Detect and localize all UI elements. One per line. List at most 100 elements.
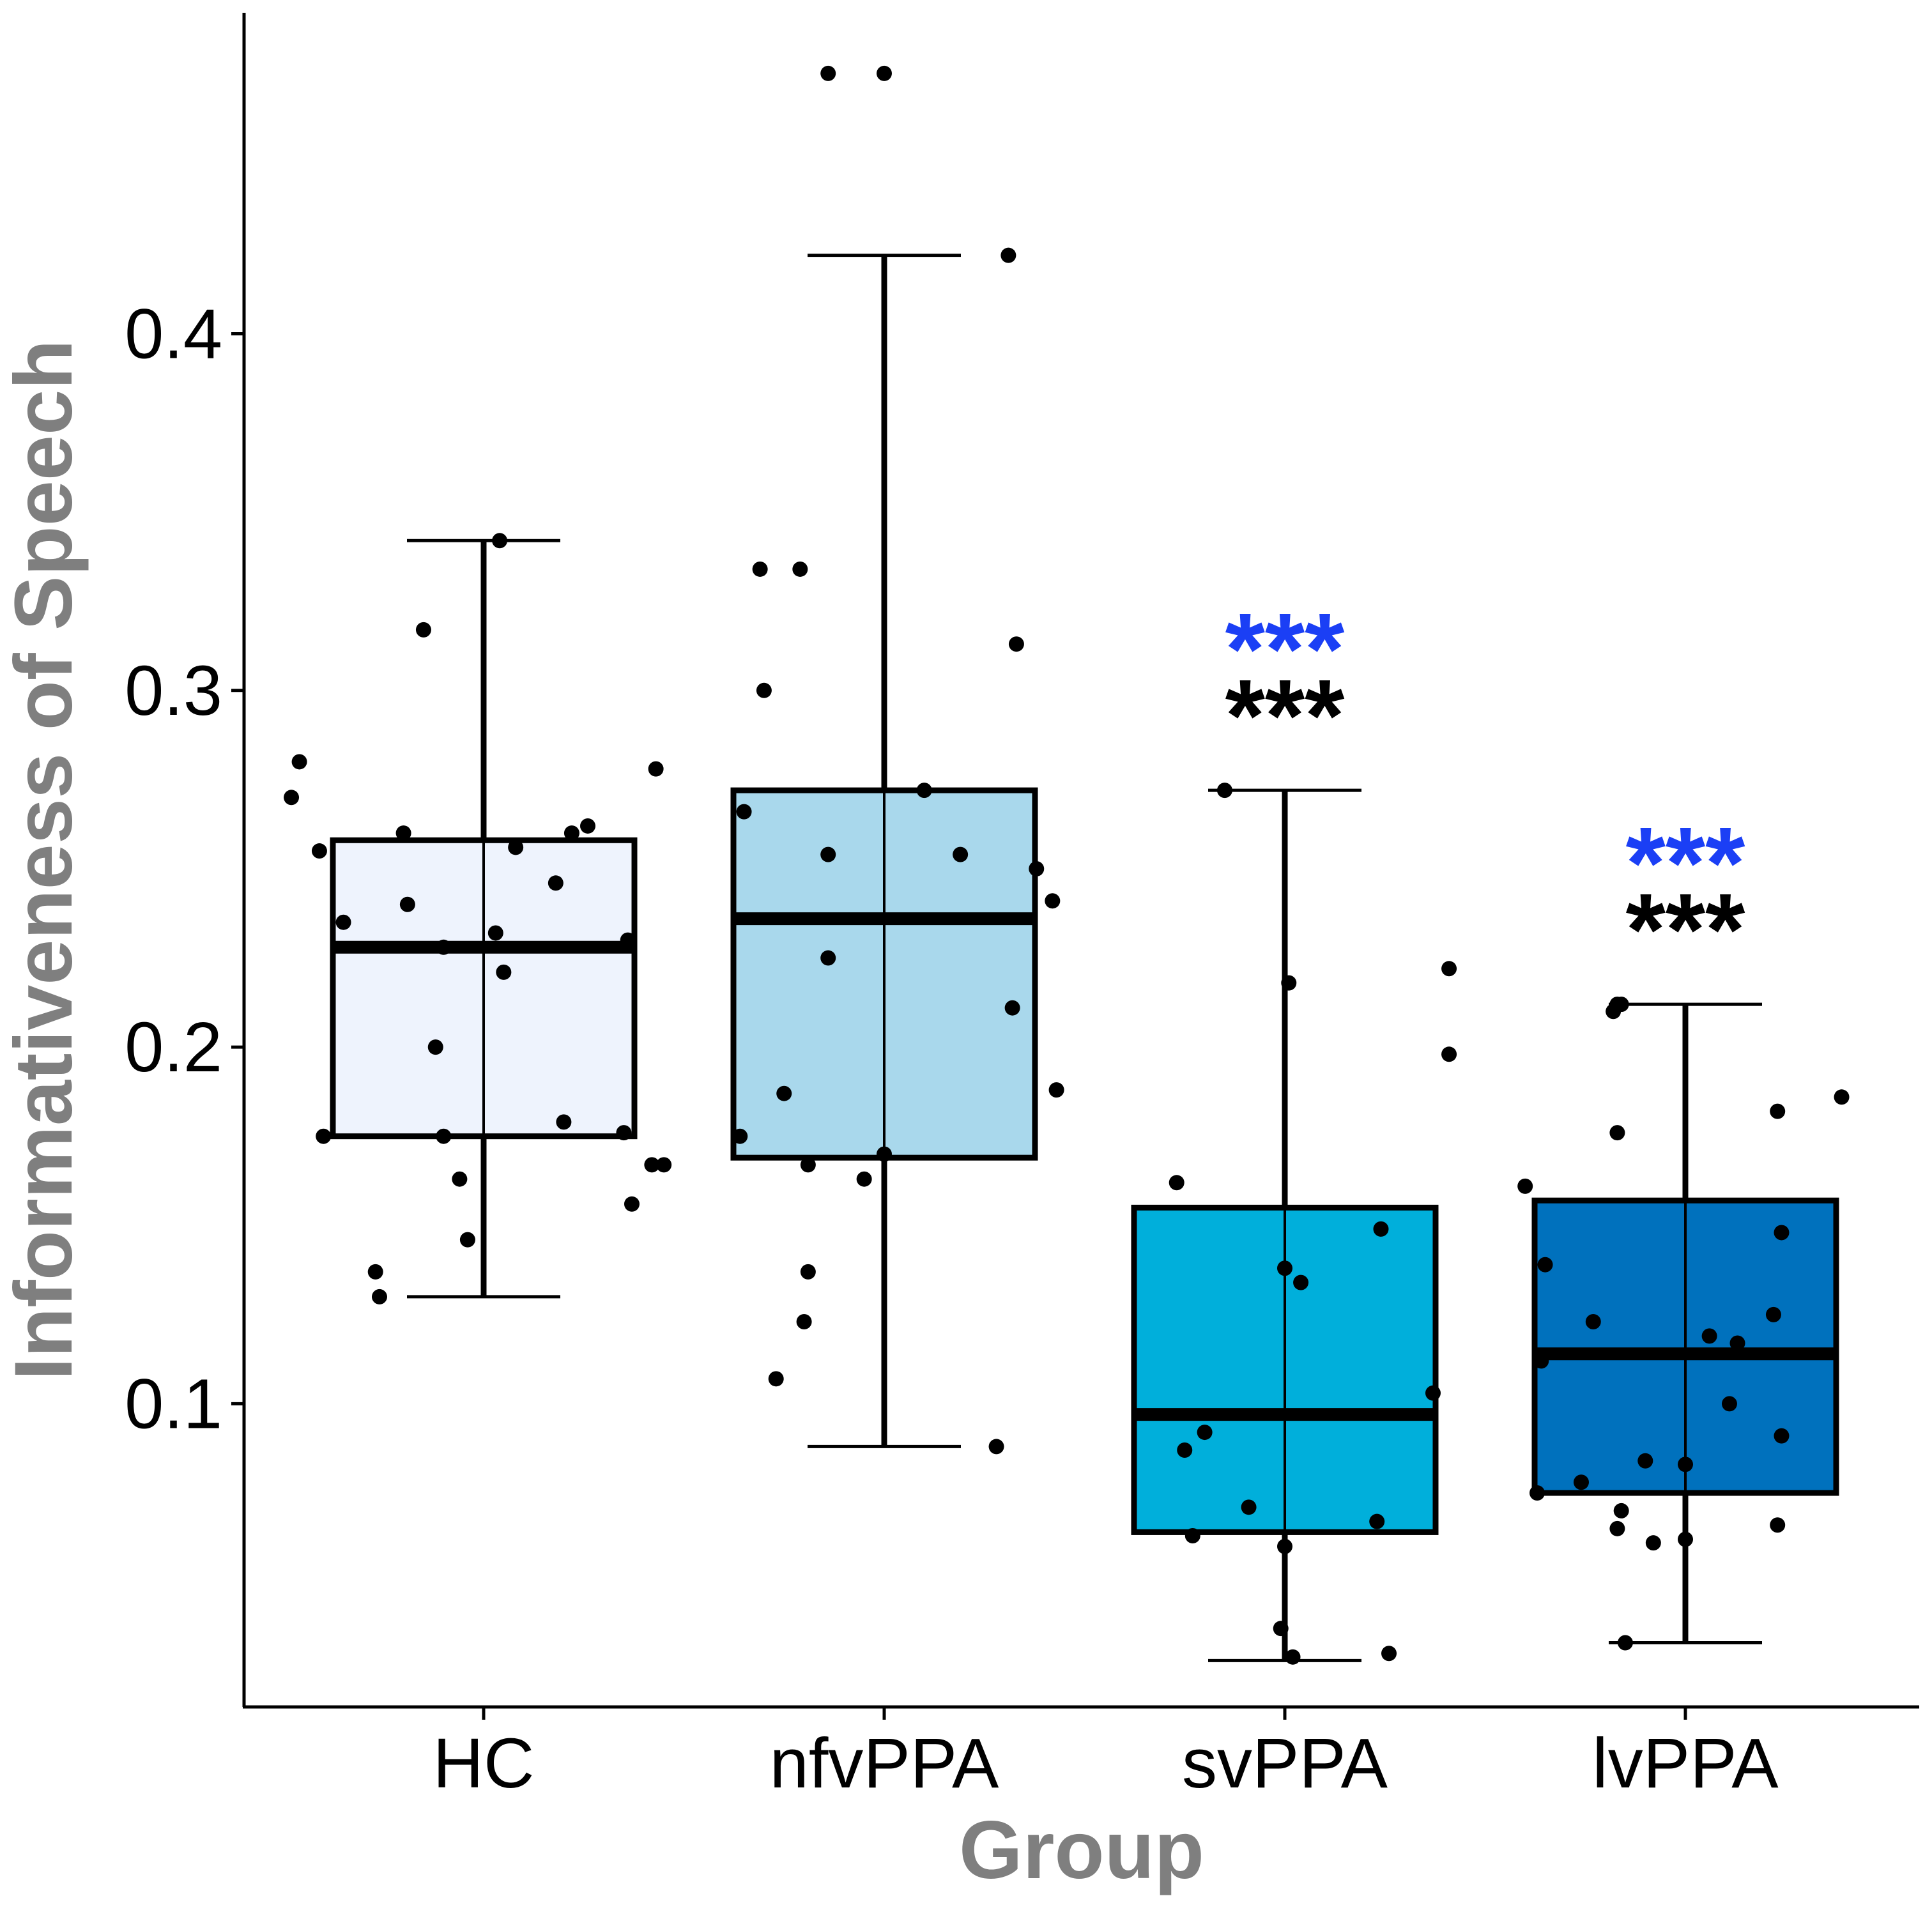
- data-point: [1609, 1125, 1625, 1141]
- data-point: [776, 1085, 792, 1101]
- data-point: [1533, 1353, 1549, 1369]
- data-point: [1277, 1538, 1292, 1554]
- x-tick-label: nfvPPA: [770, 1724, 999, 1803]
- significance-stars: ***: [1225, 658, 1346, 772]
- data-point: [1637, 1453, 1653, 1469]
- data-point: [1678, 1457, 1693, 1472]
- data-point: [1008, 636, 1024, 652]
- data-point: [820, 65, 836, 81]
- data-point: [564, 825, 579, 841]
- y-tick-label: 0.1: [125, 1365, 222, 1443]
- data-point: [768, 1371, 784, 1387]
- data-point: [1645, 1535, 1661, 1551]
- data-point: [284, 790, 300, 806]
- box-group-lvPPA: [1531, 1002, 1839, 1645]
- y-tick-label: 0.4: [125, 294, 222, 373]
- data-point: [1184, 1528, 1200, 1544]
- data-point: [1613, 997, 1629, 1013]
- data-point: [624, 1196, 640, 1212]
- data-point: [1425, 1385, 1441, 1401]
- data-point: [436, 1128, 452, 1144]
- data-point: [395, 825, 411, 841]
- box-group-svPPA: [1131, 788, 1439, 1662]
- significance-svPPA: ******: [1225, 592, 1346, 772]
- data-point: [508, 839, 524, 855]
- data-point: [1197, 1425, 1213, 1441]
- data-point: [1721, 1396, 1737, 1412]
- data-point: [1678, 1531, 1693, 1547]
- data-point: [316, 1128, 332, 1144]
- data-point: [732, 1128, 748, 1144]
- data-point: [736, 804, 752, 820]
- points-HC: [284, 533, 672, 1304]
- data-point: [877, 1146, 892, 1162]
- data-point: [492, 533, 508, 549]
- data-point: [616, 1125, 632, 1141]
- data-point: [1048, 1082, 1064, 1098]
- data-point: [496, 964, 512, 980]
- data-point: [1373, 1221, 1389, 1237]
- data-point: [1441, 961, 1457, 977]
- data-point: [620, 932, 636, 948]
- y-tick-label: 0.3: [125, 652, 222, 730]
- x-tick-label: svPPA: [1182, 1724, 1388, 1803]
- data-point: [487, 925, 503, 941]
- data-point: [1369, 1513, 1385, 1529]
- data-point: [1277, 1260, 1292, 1276]
- data-point: [367, 1264, 383, 1280]
- data-point: [644, 1157, 660, 1173]
- data-point: [1774, 1428, 1790, 1444]
- points-lvPPA: [1517, 997, 1850, 1651]
- data-point: [1045, 893, 1061, 909]
- data-point: [1273, 1621, 1289, 1637]
- data-point: [988, 1439, 1004, 1455]
- data-point: [1770, 1517, 1786, 1533]
- data-point: [1517, 1178, 1533, 1194]
- data-point: [656, 1157, 672, 1173]
- data-point: [796, 1314, 812, 1330]
- data-point: [1004, 1000, 1020, 1016]
- data-point: [1285, 1649, 1301, 1665]
- data-point: [1613, 1503, 1629, 1518]
- data-point: [459, 1232, 475, 1248]
- data-point: [1177, 1442, 1193, 1458]
- data-point: [1281, 975, 1297, 991]
- data-point: [856, 1171, 872, 1187]
- data-point: [415, 622, 431, 638]
- data-point: [1770, 1103, 1786, 1119]
- data-point: [916, 783, 932, 799]
- data-point: [800, 1264, 816, 1280]
- data-point: [556, 1114, 572, 1130]
- data-point: [1381, 1646, 1397, 1662]
- x-ticks: HC nfvPPA svPPA lvPPA: [433, 1707, 1779, 1803]
- data-point: [311, 843, 327, 859]
- data-point: [399, 896, 415, 912]
- data-point: [1216, 783, 1232, 799]
- data-point: [1293, 1274, 1309, 1290]
- significance-stars: ***: [1626, 806, 1746, 920]
- data-point: [1169, 1175, 1184, 1191]
- significance-stars: ***: [1626, 872, 1746, 986]
- data-point: [1774, 1225, 1790, 1241]
- data-point: [371, 1289, 387, 1304]
- data-point: [1573, 1474, 1589, 1490]
- data-point: [1537, 1257, 1553, 1273]
- data-point: [452, 1171, 468, 1187]
- data-point: [752, 561, 768, 577]
- data-point: [820, 846, 836, 862]
- data-point: [1441, 1046, 1457, 1062]
- data-point: [291, 754, 307, 770]
- data-point: [953, 846, 969, 862]
- y-tick-label: 0.2: [125, 1008, 222, 1087]
- data-point: [1529, 1485, 1545, 1501]
- points-nfvPPA: [732, 65, 1064, 1455]
- plot-layer: ************: [284, 65, 1850, 1665]
- data-point: [1617, 1635, 1633, 1651]
- data-point: [335, 914, 351, 930]
- data-point: [580, 818, 596, 834]
- y-axis-title: Informativeness of Speech: [0, 340, 89, 1380]
- data-point: [800, 1157, 816, 1173]
- data-point: [548, 875, 564, 891]
- data-point: [1701, 1328, 1717, 1344]
